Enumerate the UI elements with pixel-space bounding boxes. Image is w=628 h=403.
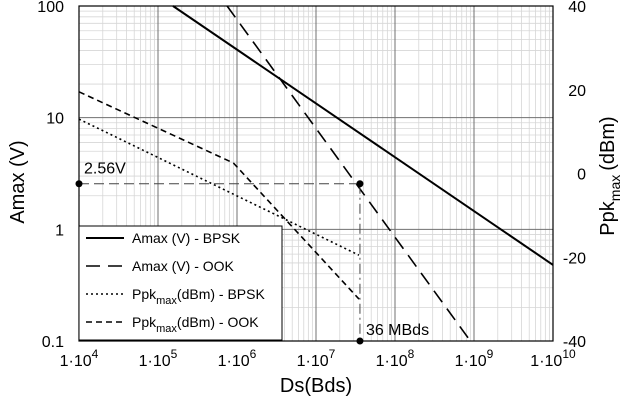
- legend-label-1: Amax (V) - BPSK: [132, 230, 241, 246]
- series-line-4: [78, 91, 360, 300]
- series-line-2: [226, 5, 472, 342]
- x-tick-base: 1·10: [60, 353, 92, 370]
- legend-label-sub: max: [156, 295, 177, 307]
- legend-label-2: Amax (V) - OOK: [132, 258, 235, 274]
- y-left-tick-label: 0.1: [42, 334, 64, 351]
- x-tick-exponent: 4: [92, 347, 99, 361]
- legend-label-main: Amax (V) - BPSK: [132, 230, 241, 246]
- x-tick-base: 1·10: [376, 353, 408, 370]
- y-right-tick-label: -20: [563, 250, 586, 267]
- legend-label-4: Ppkmax(dBm) - OOK: [132, 314, 259, 335]
- y-left-tick-label: 100: [37, 0, 64, 16]
- y-right-tick-label: 0: [577, 167, 586, 184]
- x-tick-label: 1·107: [297, 347, 336, 370]
- x-tick-exponent: 8: [408, 347, 415, 361]
- x-tick-label: 1·109: [455, 347, 494, 370]
- x-tick-label: 1·1010: [530, 347, 576, 370]
- plot-frame: [78, 5, 554, 342]
- x-tick-label: 1·105: [139, 347, 178, 370]
- x-tick-base: 1·10: [297, 353, 329, 370]
- y-left-axis-label: Amax (V): [7, 140, 29, 223]
- y-right-label-main: Ppk: [597, 200, 619, 235]
- legend-label-after: (dBm) - BPSK: [177, 286, 266, 302]
- series-line-3: [78, 118, 360, 256]
- y-right-label-unit: (dBm): [597, 116, 619, 170]
- legend-label-main: Ppk: [132, 314, 157, 330]
- tick-labels: 1·104 1·105 1·106 1·107 1·108 1·109 1·10100.11…: [37, 0, 586, 370]
- y-left-tick-label: 1: [55, 222, 64, 239]
- x-tick-exponent: 7: [329, 347, 336, 361]
- y-right-tick-label: 20: [568, 83, 586, 100]
- legend-label-main: Ppk: [132, 286, 157, 302]
- y-right-tick-label: 40: [568, 0, 586, 16]
- series-layer: [78, 5, 554, 342]
- x-tick-label: 1·108: [376, 347, 415, 370]
- legend-box: [78, 225, 283, 341]
- x-tick-exponent: 6: [250, 347, 257, 361]
- voltage-annotation: 2.56V: [84, 161, 126, 178]
- x-tick-base: 1·10: [139, 353, 171, 370]
- y-right-tick-label: -40: [563, 334, 586, 351]
- x-tick-label: 1·104: [60, 347, 99, 370]
- y-right-label-sub: max: [607, 175, 623, 201]
- x-tick-base: 1·10: [455, 353, 487, 370]
- y-right-axis-label: Ppkmax (dBm): [597, 116, 623, 235]
- x-tick-exponent: 9: [487, 347, 494, 361]
- x-tick-base: 1·10: [530, 353, 562, 370]
- legend-label-3: Ppkmax(dBm) - BPSK: [132, 286, 265, 307]
- series-line-1: [172, 5, 554, 266]
- y-left-tick-label: 10: [46, 111, 64, 128]
- x-axis-label: Ds(Bds): [280, 375, 352, 397]
- legend-label-after: (dBm) - OOK: [177, 314, 259, 330]
- x-tick-label: 1·106: [218, 347, 257, 370]
- x-tick-exponent: 10: [562, 347, 576, 361]
- legend-label-sub: max: [156, 323, 177, 335]
- marker-point: [356, 180, 364, 188]
- x-tick-base: 1·10: [218, 353, 250, 370]
- rate-annotation: 36 MBds: [366, 322, 429, 339]
- x-tick-exponent: 5: [171, 347, 178, 361]
- legend-label-main: Amax (V) - OOK: [132, 258, 235, 274]
